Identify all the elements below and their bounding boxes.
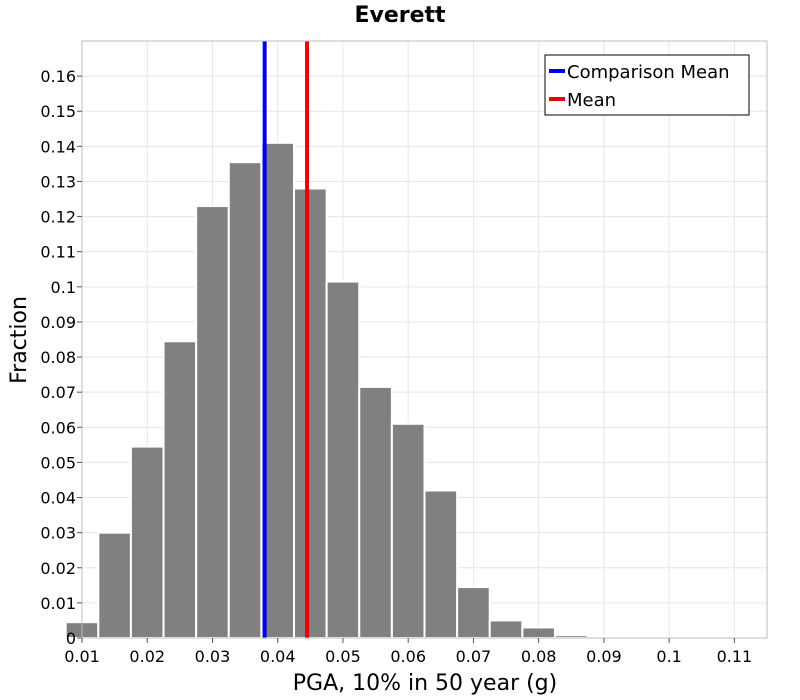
x-tick-label: 0.02	[129, 647, 165, 666]
mean-lines	[262, 41, 310, 638]
y-tick-label: 0.16	[40, 67, 76, 86]
y-tick-label: 0.11	[40, 243, 76, 262]
y-tick-label: 0.03	[40, 524, 76, 543]
histogram-bar	[227, 161, 263, 639]
histogram-bar	[456, 586, 491, 639]
histogram-bar	[521, 626, 556, 640]
legend-label: Comparison Mean	[567, 62, 730, 83]
chart-title: Everett	[354, 3, 446, 28]
legend: Comparison Mean Mean	[544, 54, 750, 116]
histogram-bar	[390, 422, 426, 639]
histogram-bar	[488, 619, 524, 639]
x-tick-label: 0.04	[260, 647, 296, 666]
y-axis-label: Fraction	[7, 296, 32, 384]
x-tick-label: 0.05	[325, 647, 361, 666]
x-tick-label: 0.1	[656, 647, 681, 666]
y-tick-label: 0.09	[40, 313, 76, 332]
histogram-bar	[162, 340, 198, 639]
x-tick-label: 0.03	[195, 647, 231, 666]
histogram-bar	[293, 187, 328, 639]
x-axis-label: PGA, 10% in 50 year (g)	[293, 671, 557, 696]
legend-label: Mean	[567, 90, 616, 111]
histogram-bar	[325, 280, 361, 639]
x-tick-label: 0.01	[64, 647, 100, 666]
y-tick-label: 0.13	[40, 172, 76, 191]
y-tick-label: 0.1	[51, 278, 76, 297]
x-tick-label: 0.06	[390, 647, 426, 666]
histogram-bar	[358, 385, 393, 639]
x-tick-label: 0.09	[586, 647, 622, 666]
y-tick-label: 0.05	[40, 453, 76, 472]
x-axis-ticks: 0.01 0.02 0.03 0.04 0.05 0.06 0.07 0.08 0.09 0.1 0…	[64, 638, 752, 666]
histogram-bars	[64, 141, 752, 640]
histogram-bar	[97, 531, 132, 639]
y-tick-label: 0.12	[40, 208, 76, 227]
y-tick-label: 0.04	[40, 489, 76, 508]
y-axis-ticks: 0 0.01 0.02 0.03 0.04 0.05 0.06 0.07 0.08 0.09 0.1…	[40, 67, 82, 648]
histogram-bar	[195, 205, 230, 639]
y-tick-label: 0.01	[40, 594, 76, 613]
plot-frame	[81, 40, 768, 639]
histogram-bar	[129, 445, 165, 639]
histogram-bar	[423, 489, 459, 639]
y-tick-label: 0.06	[40, 418, 76, 437]
y-tick-label: 0.02	[40, 559, 76, 578]
y-tick-label: 0.14	[40, 137, 76, 156]
x-tick-label: 0.07	[456, 647, 492, 666]
legend-box	[544, 54, 750, 116]
x-tick-label: 0.11	[717, 647, 753, 666]
y-tick-label: 0.08	[40, 348, 76, 367]
y-tick-label: 0	[66, 629, 76, 648]
y-tick-label: 0.07	[40, 383, 76, 402]
y-tick-label: 0.15	[40, 102, 76, 121]
x-tick-label: 0.08	[521, 647, 557, 666]
